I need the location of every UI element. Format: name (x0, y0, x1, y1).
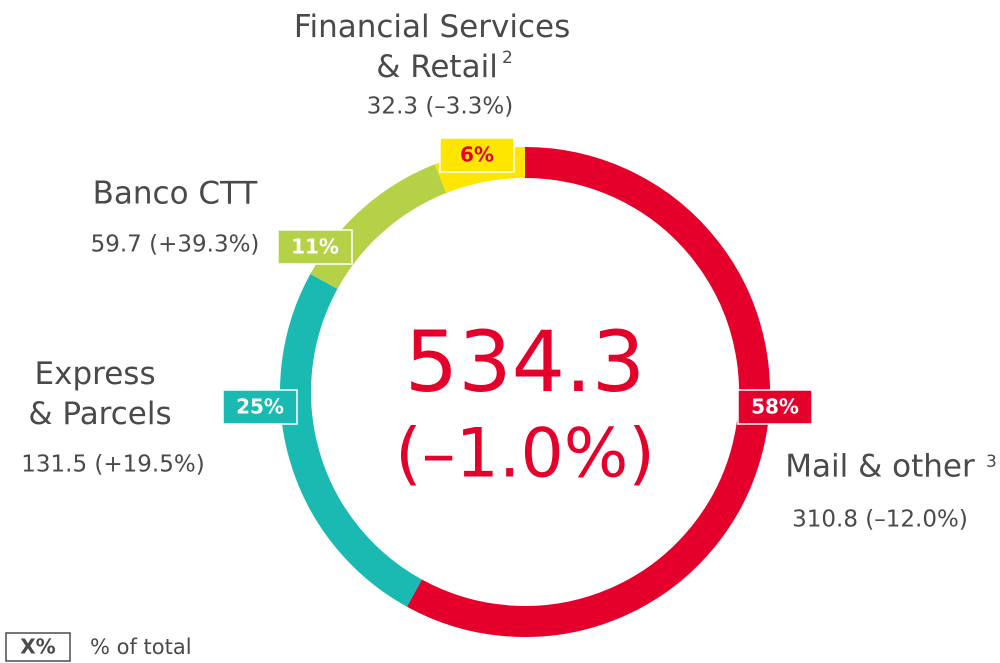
percent-box (737, 389, 813, 425)
category-label: Banco CTT (93, 176, 259, 212)
donut-segment (280, 273, 422, 607)
legend-key: X% (20, 635, 55, 659)
category-label: Financial Services & Retail (294, 9, 580, 85)
footnote-marker: 2 (502, 48, 513, 68)
percent-label: 25% (236, 395, 284, 419)
category-detail: 32.3 (–3.3%) (367, 94, 513, 120)
percent-box (277, 229, 353, 265)
category-label: Mail & other (785, 449, 975, 485)
category-detail: 131.5 (+19.5%) (21, 452, 204, 478)
category-detail: 59.7 (+39.3%) (91, 232, 260, 258)
percent-box (439, 137, 515, 173)
percent-label: 58% (751, 395, 799, 419)
center-value: 534.3 (405, 313, 645, 411)
center-change: (–1.0%) (395, 415, 655, 494)
footnote-marker: 3 (986, 452, 997, 472)
percent-box (222, 389, 298, 425)
category-label: Express & Parcels (28, 356, 171, 432)
percent-label: 11% (291, 235, 339, 259)
category-detail: 310.8 (–12.0%) (792, 507, 968, 533)
legend-text: % of total (90, 635, 192, 659)
percent-label: 6% (460, 143, 494, 167)
legend-key-box (5, 632, 71, 662)
donut-segment (310, 164, 447, 290)
donut-segment (406, 147, 770, 637)
